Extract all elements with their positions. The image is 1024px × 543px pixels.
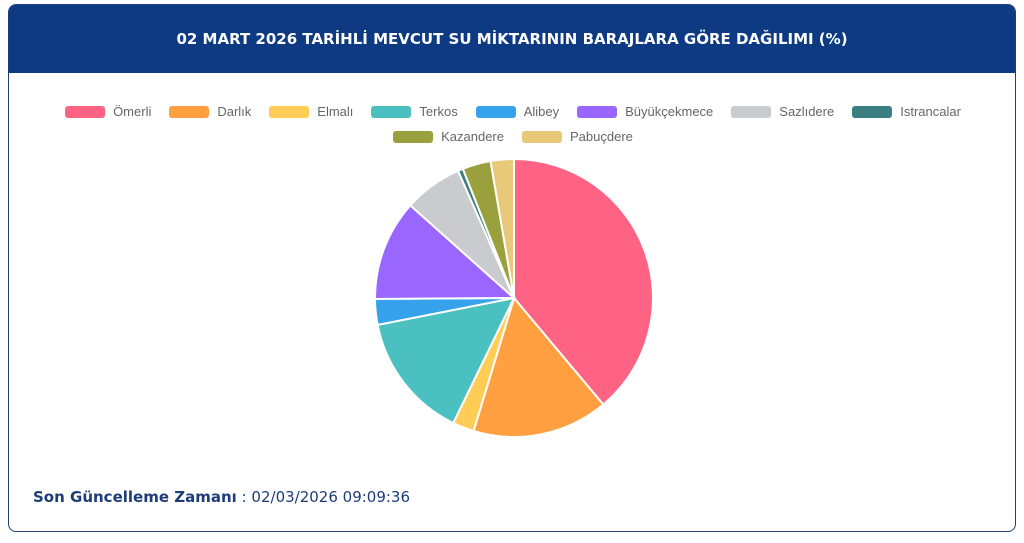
pie-slice xyxy=(489,157,515,299)
legend-item[interactable]: Elmalı xyxy=(269,103,353,120)
pie-slice xyxy=(513,157,654,406)
legend-item[interactable]: Istrancalar xyxy=(852,103,961,120)
legend-label: Sazlıdere xyxy=(779,104,835,119)
legend-label: Alibey xyxy=(523,104,560,119)
footer-separator: : xyxy=(241,488,247,506)
legend-label: Istrancalar xyxy=(900,104,961,119)
legend-swatch xyxy=(65,105,106,118)
header: 02 MART 2026 TARİHLİ MEVCUT SU MİKTARINI… xyxy=(9,5,1015,73)
legend-swatch xyxy=(577,105,618,118)
pie-slice xyxy=(374,204,517,300)
legend-label: Kazandere xyxy=(441,129,504,144)
legend-item[interactable]: Terkos xyxy=(371,103,458,120)
legend-item[interactable]: Alibey xyxy=(475,103,560,120)
pie-chart xyxy=(373,157,654,438)
legend-swatch xyxy=(269,105,310,118)
chart-title: 02 MART 2026 TARİHLİ MEVCUT SU MİKTARINI… xyxy=(176,30,848,48)
legend-item[interactable]: Büyükçekmece xyxy=(577,103,713,120)
legend-swatch xyxy=(731,105,772,118)
legend-item[interactable]: Ömerli xyxy=(65,103,151,120)
footer: Son Güncelleme Zamanı : 02/03/2026 09:09… xyxy=(33,488,410,506)
footer-value: 02/03/2026 09:09:36 xyxy=(251,488,411,506)
legend-item[interactable]: Darlık xyxy=(169,103,251,120)
legend-label: Terkos xyxy=(419,104,458,119)
legend-item[interactable]: Sazlıdere xyxy=(731,103,834,120)
legend-label: Pabuçdere xyxy=(570,129,633,144)
legend-swatch xyxy=(169,105,210,118)
legend: Ömerli Darlık Elmalı Terkos Alibey Büyükçekme… xyxy=(53,103,973,145)
legend-label: Darlık xyxy=(217,104,252,119)
legend-swatch xyxy=(393,130,434,143)
legend-item[interactable]: Kazandere xyxy=(393,128,504,145)
card: 02 MART 2026 TARİHLİ MEVCUT SU MİKTARINI… xyxy=(8,4,1016,532)
legend-item[interactable]: Pabuçdere xyxy=(522,128,633,145)
legend-label: Elmalı xyxy=(317,104,354,119)
footer-label: Son Güncelleme Zamanı xyxy=(33,488,237,506)
legend-swatch xyxy=(475,105,516,118)
legend-swatch xyxy=(371,105,412,118)
pie-slice xyxy=(376,296,516,425)
legend-swatch xyxy=(522,130,562,143)
legend-label: Ömerli xyxy=(113,104,152,119)
pie-slice xyxy=(472,295,605,438)
legend-swatch xyxy=(852,105,893,118)
legend-label: Büyükçekmece xyxy=(625,104,714,119)
